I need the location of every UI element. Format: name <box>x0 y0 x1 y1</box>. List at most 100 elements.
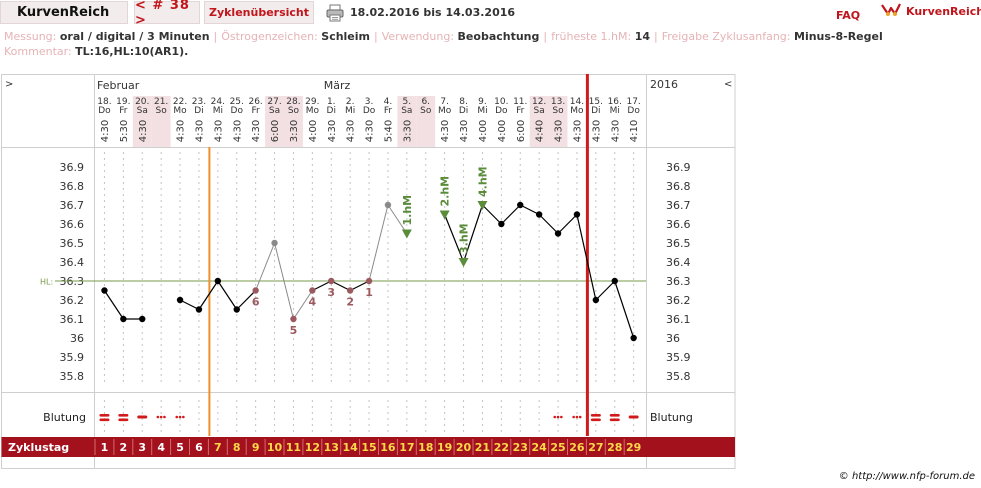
info-value: 14 <box>634 30 651 43</box>
temperature-point <box>139 315 146 323</box>
bleeding-heavy-mark <box>118 414 129 417</box>
weekend-bg <box>416 96 436 147</box>
weekend-bg <box>151 96 171 147</box>
info-label: Freigabe Zyklusanfang: <box>661 30 794 43</box>
measure-time: 4:30 <box>176 120 187 142</box>
bleeding-light-mark <box>553 415 557 419</box>
cycle-day-number: 22 <box>494 441 509 454</box>
y-tick-right: 36.6 <box>666 218 691 231</box>
cycle-day-number: 10 <box>267 441 283 454</box>
y-tick-left: 35.9 <box>60 351 85 364</box>
day-weekday: So <box>552 106 564 116</box>
temperature-point <box>535 211 543 218</box>
temperature-point <box>233 306 240 313</box>
day-date: 12. <box>532 97 546 107</box>
y-tick-right: 35.8 <box>666 370 691 383</box>
bleeding-light-mark <box>163 415 166 419</box>
day-date: 29. <box>305 97 319 107</box>
cycle-day-number: 8 <box>233 441 241 454</box>
cycle-day-number: 2 <box>120 441 128 454</box>
bleeding-heavy-mark <box>99 418 110 422</box>
day-date: 9. <box>478 97 487 107</box>
cycle-day-number: 6 <box>195 441 203 454</box>
bleeding-heavy-mark <box>590 418 601 422</box>
hl-label: HL: <box>40 278 53 287</box>
temperature-point <box>176 296 184 304</box>
bleeding-light-mark <box>560 415 563 419</box>
temperature-point <box>252 287 259 294</box>
day-date: 3. <box>365 97 374 107</box>
high-marker-label: 3.hM <box>458 223 471 254</box>
low-number: 6 <box>252 296 260 309</box>
temperature-point <box>309 287 316 294</box>
high-marker-icon <box>439 210 450 220</box>
measure-time: 4:10 <box>629 120 640 142</box>
low-number: 3 <box>327 286 335 299</box>
bleeding-light-mark <box>556 415 560 419</box>
temperature-point <box>384 201 392 209</box>
bleeding-light-mark <box>572 415 575 419</box>
printer-icon[interactable] <box>326 4 344 22</box>
day-weekday: Mi <box>477 106 487 116</box>
temperature-point <box>573 211 581 218</box>
info-label: Messung: <box>4 30 60 43</box>
temperature-point <box>214 277 222 285</box>
brand-title[interactable]: KurvenReich <box>0 1 128 24</box>
y-tick-right: 36.4 <box>666 256 691 269</box>
measure-time: 5:30 <box>119 120 130 142</box>
cycle-overview-link[interactable]: Zyklenübersicht <box>204 1 314 24</box>
day-date: 6. <box>421 97 430 107</box>
day-date: 27. <box>267 97 281 107</box>
info-label: Kommentar: <box>4 45 76 58</box>
temperature-point <box>365 277 373 285</box>
info-label: Verwendung: <box>381 30 458 43</box>
measure-time: 4:30 <box>213 120 224 142</box>
bleeding-heavy-mark <box>609 414 620 417</box>
y-tick-left: 35.8 <box>60 370 85 383</box>
day-weekday: So <box>420 106 432 116</box>
day-weekday: Mi <box>345 106 355 116</box>
faq-link[interactable]: FAQ <box>836 9 861 22</box>
info-separator: | <box>213 30 218 43</box>
bleeding-heavy-mark <box>590 414 601 417</box>
y-tick-right: 36.8 <box>666 180 691 193</box>
cycle-day-number: 13 <box>324 441 339 454</box>
y-tick-left: 36.7 <box>60 199 85 212</box>
logo[interactable]: KurvenReich <box>880 2 981 20</box>
day-date: 16. <box>608 97 622 107</box>
cycle-day-number: 15 <box>361 441 376 454</box>
measure-time: 4:30 <box>327 120 338 142</box>
logo-text: KurvenReich <box>906 4 981 18</box>
low-number: 2 <box>346 296 354 309</box>
y-tick-right: 36.5 <box>666 237 691 250</box>
info-value: TL:16,HL:10(AR1). <box>75 45 189 58</box>
cycle-day-number: 3 <box>138 441 146 454</box>
weekend-bg <box>548 96 568 147</box>
cycle-day-number: 9 <box>252 441 260 454</box>
day-weekday: So <box>288 106 300 116</box>
measure-time: 4:30 <box>572 120 583 142</box>
measure-time: 4:30 <box>459 120 470 142</box>
bleeding-light-mark <box>156 415 160 419</box>
day-weekday: Fr <box>252 106 261 116</box>
temperature-segment <box>312 280 332 292</box>
day-weekday: Do <box>363 106 376 116</box>
day-date: 26. <box>248 97 262 107</box>
day-weekday: Di <box>459 106 468 116</box>
day-date: 19. <box>116 97 130 107</box>
day-weekday: Sa <box>269 106 280 116</box>
day-weekday: Fr <box>516 106 525 116</box>
day-date: 23. <box>192 97 206 107</box>
day-date: 4. <box>384 97 393 107</box>
bleeding-light-mark <box>578 415 582 419</box>
cycle-navigation[interactable]: < # 38 > <box>134 0 200 28</box>
day-weekday: Sa <box>401 106 412 116</box>
y-tick-left: 36.1 <box>60 313 85 326</box>
temperature-segment <box>198 280 219 310</box>
info-separator: | <box>374 30 378 43</box>
cycle-day-label: Zyklustag <box>8 441 69 454</box>
measure-time: 4:30 <box>365 120 376 142</box>
measure-time: 6:00 <box>270 120 281 142</box>
temperature-segment <box>519 204 540 216</box>
info-label: Östrogenzeichen: <box>221 30 322 43</box>
